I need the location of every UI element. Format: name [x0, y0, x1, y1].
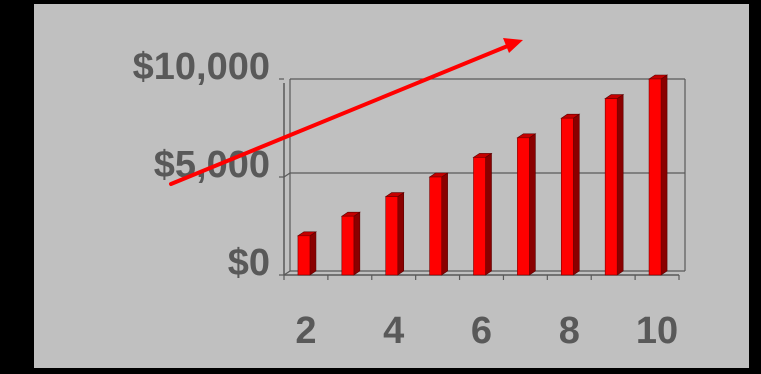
- y-tick-label: $0: [228, 242, 270, 284]
- bar-front: [560, 117, 574, 276]
- bar: [428, 172, 449, 276]
- bar: [560, 113, 581, 276]
- trend-arrow-line: [169, 43, 512, 186]
- bar: [648, 74, 669, 276]
- x-tick-labels: 2 4 6 8 10: [295, 310, 678, 352]
- bar-side: [485, 152, 492, 276]
- bar: [340, 211, 361, 276]
- gridline-depth: [283, 172, 291, 178]
- bar: [604, 94, 625, 276]
- bar-side: [397, 192, 405, 276]
- bar-side: [660, 74, 668, 276]
- x-tick-label: 4: [383, 310, 404, 352]
- bar-front: [297, 235, 311, 276]
- chart-background: [34, 4, 749, 368]
- bar-side: [441, 172, 448, 276]
- x-tick-label: 10: [636, 310, 678, 352]
- trend-arrow: [169, 38, 523, 186]
- x-tick-label: 8: [559, 310, 580, 352]
- bar-side: [572, 113, 580, 276]
- y-tick-label: $10,000: [133, 46, 270, 88]
- bar-side: [353, 211, 361, 276]
- bar-front: [341, 215, 355, 276]
- bar-front: [473, 157, 486, 276]
- bar-side: [616, 94, 624, 276]
- x-tick-label: 2: [295, 310, 316, 352]
- bar: [516, 133, 537, 276]
- y-tick-labels: $0$5,000$10,000: [133, 46, 270, 284]
- bars: [296, 74, 669, 276]
- bar-front: [385, 196, 399, 276]
- bar-front: [517, 137, 530, 276]
- bar: [472, 152, 493, 276]
- bar: [384, 192, 405, 276]
- bar-front: [648, 78, 662, 276]
- bar-side: [309, 231, 317, 276]
- bar-side: [529, 133, 536, 276]
- bar-front: [604, 98, 618, 276]
- x-tick-label: 6: [471, 310, 492, 352]
- trend-arrow-head: [503, 38, 523, 53]
- bar-front: [429, 176, 442, 276]
- bar: [296, 231, 317, 276]
